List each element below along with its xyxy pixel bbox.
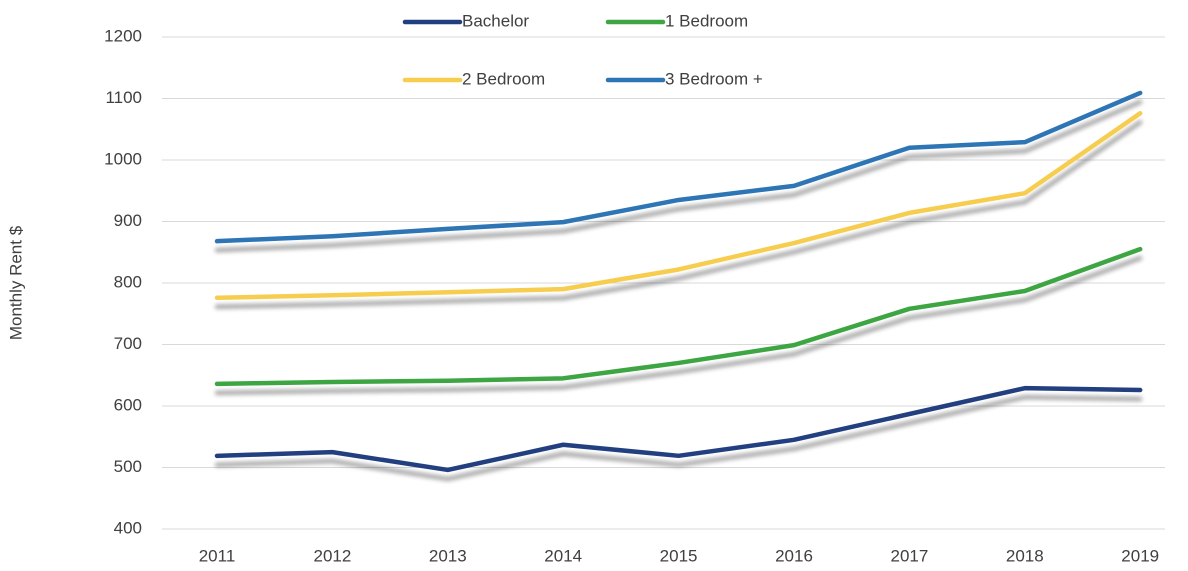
line [214, 111, 1143, 301]
y-tick-label: 700 [114, 334, 142, 353]
x-tick-label: 2017 [890, 546, 928, 565]
y-tick-label: 1000 [104, 149, 142, 168]
line [214, 246, 1143, 387]
x-tick-label: 2014 [544, 546, 582, 565]
y-tick-label: 1200 [104, 26, 142, 45]
x-tick-label: 2011 [199, 546, 236, 565]
x-tick-label: 2016 [775, 546, 813, 565]
y-tick-label: 400 [114, 518, 142, 537]
line [214, 385, 1143, 473]
y-tick-label: 500 [114, 457, 142, 476]
y-tick-label: 800 [114, 272, 142, 291]
legend-label: 2 Bedroom [462, 69, 545, 88]
y-tick-label: 900 [114, 211, 142, 230]
x-tick-label: 2019 [1121, 546, 1159, 565]
x-tick-label: 2015 [660, 546, 698, 565]
legend-label: 1 Bedroom [665, 11, 748, 30]
line [214, 90, 1143, 244]
y-axis-label: Monthly Rent $ [6, 225, 25, 340]
x-tick-label: 2013 [429, 546, 467, 565]
x-tick-label: 2012 [313, 546, 351, 565]
series-group [214, 246, 1143, 387]
legend-label: Bachelor [462, 11, 529, 30]
x-tick-label: 2018 [1006, 546, 1044, 565]
series-group [214, 90, 1143, 244]
y-tick-label: 600 [114, 395, 142, 414]
legend-label: 3 Bedroom + [665, 69, 763, 88]
series-group [214, 385, 1143, 473]
series-group [214, 111, 1143, 301]
y-tick-label: 1100 [105, 88, 142, 107]
